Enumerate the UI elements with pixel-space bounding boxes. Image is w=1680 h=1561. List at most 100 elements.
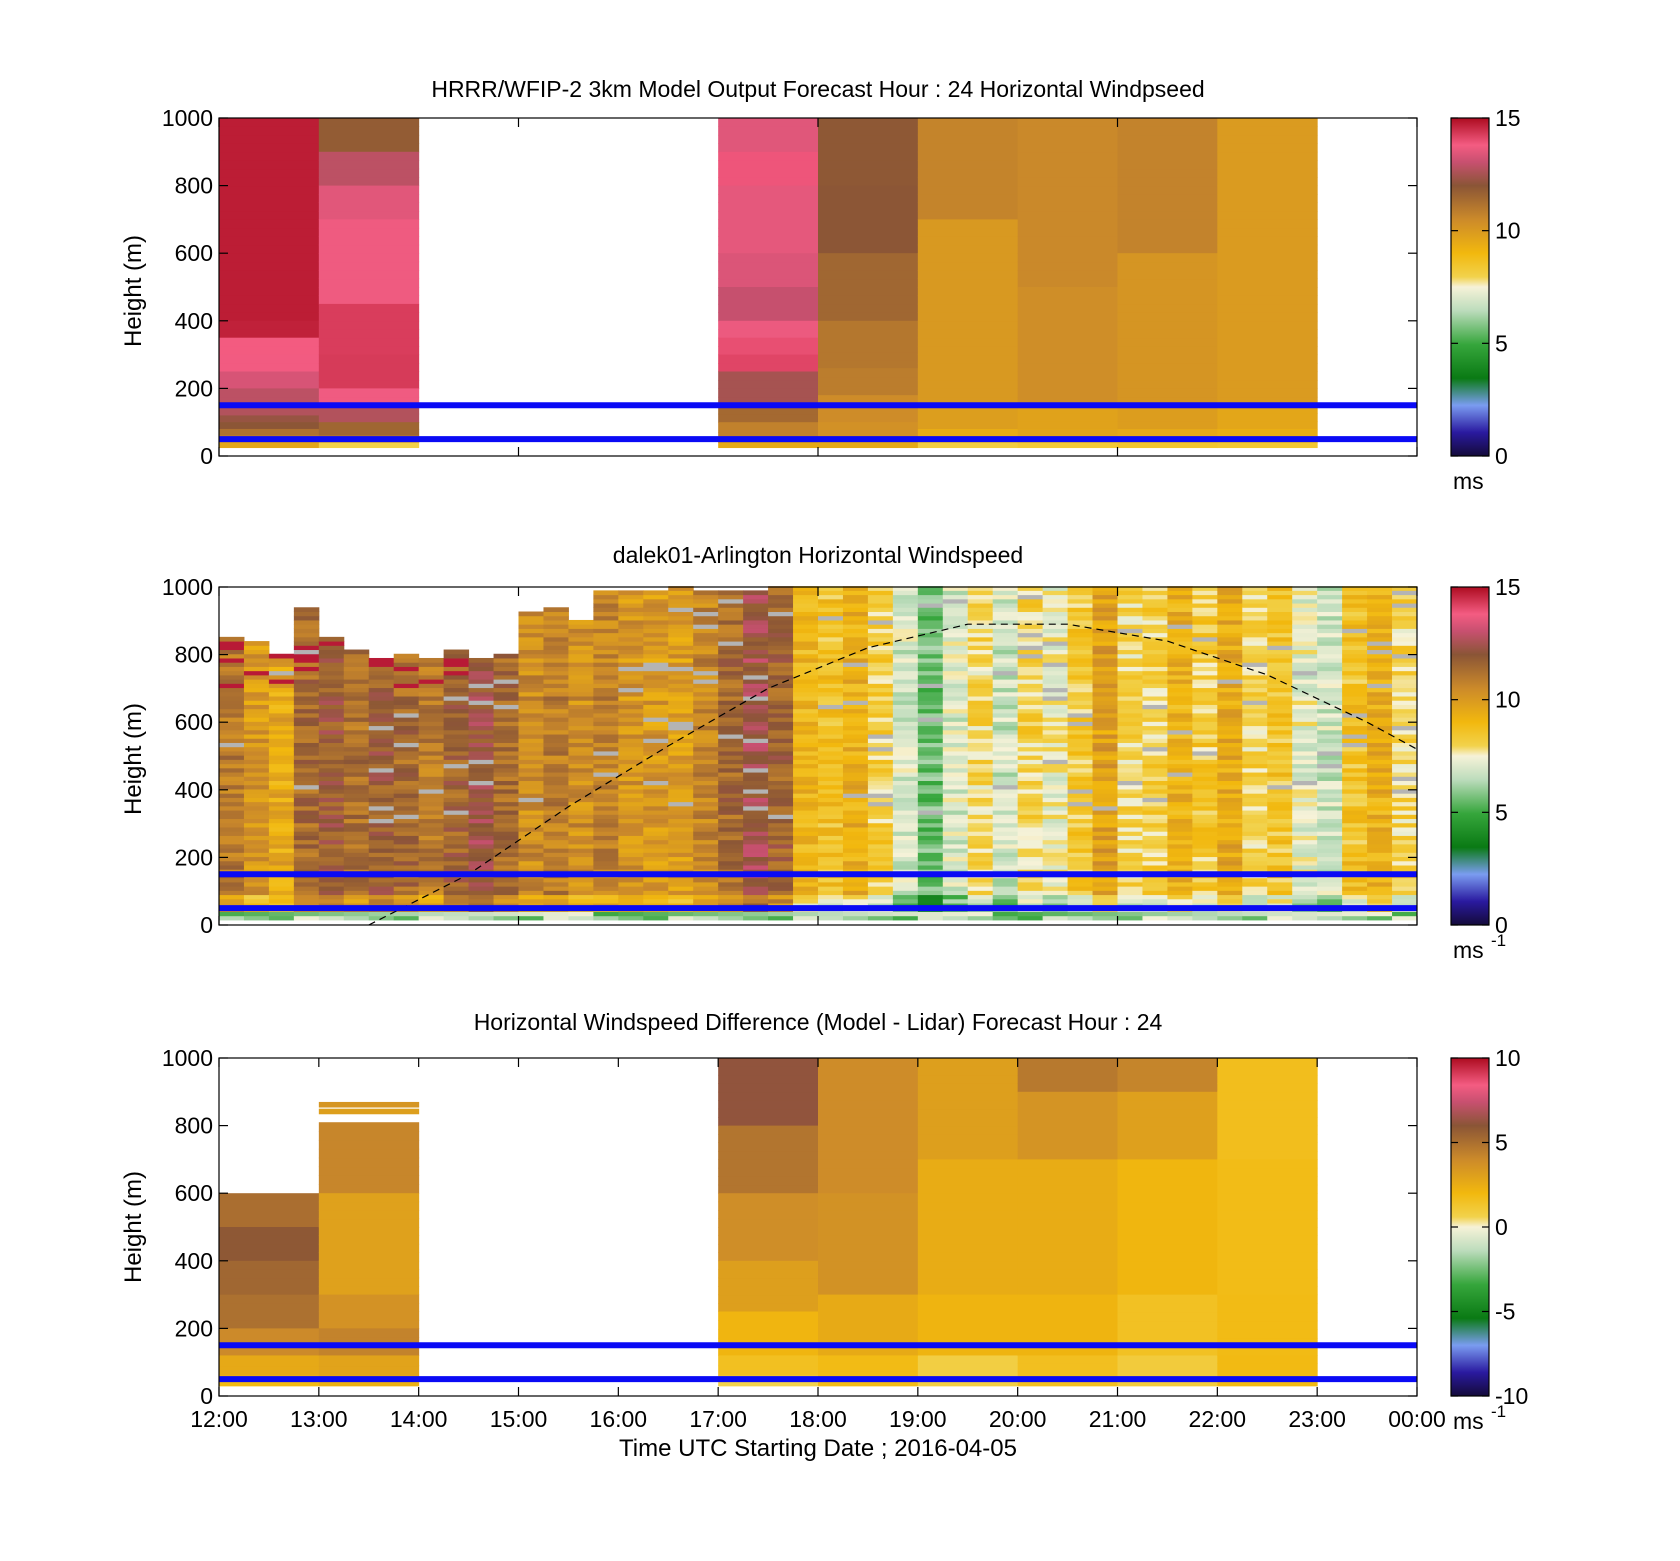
heatmap-cell [468,700,495,705]
heatmap-cell [1317,750,1343,756]
heatmap-cell [1017,759,1044,765]
heatmap-cell [493,767,519,773]
heatmap-cell [1042,797,1069,803]
heatmap-cell [1117,780,1143,786]
heatmap-cell [768,915,794,921]
heatmap-cell [593,763,619,769]
heatmap-cell [219,415,320,423]
heatmap-cell [443,865,470,870]
heatmap-cell [418,666,445,672]
heatmap-cell [593,649,619,655]
heatmap-cell [1117,337,1218,347]
heatmap-cell [1042,624,1069,629]
heatmap-cell [343,818,370,824]
heatmap-cell [568,624,594,629]
heatmap-cell [718,143,819,153]
heatmap-cell [842,691,869,697]
heatmap-cell [293,666,320,672]
heatmap-cell [618,734,644,739]
heatmap-cell [418,729,445,735]
heatmap-cell [1217,755,1243,760]
colorbar-unit-superscript: -1 [1491,931,1506,950]
heatmap-cell [1092,657,1118,663]
heatmap-cell [219,379,320,389]
heatmap-cell [1092,835,1118,841]
heatmap-cell [1017,826,1044,832]
heatmap-cell [1217,860,1243,866]
heatmap-cell [643,645,669,651]
heatmap-cell [1167,628,1193,634]
heatmap-cell [318,755,345,760]
heatmap-cell [668,590,694,596]
heatmap-cell [443,750,470,756]
heatmap-cell [418,831,445,836]
heatmap-cell [1042,881,1069,887]
heatmap-cell [892,590,919,596]
heatmap-cell [568,679,594,684]
heatmap-cell [917,253,1019,263]
heatmap-cell [818,118,919,127]
heatmap-cell [1217,236,1318,246]
heatmap-cell [1117,843,1143,849]
heatmap-cell [1167,805,1193,811]
heatmap-cell [1117,856,1143,862]
heatmap-cell [1317,894,1343,900]
heatmap-cell [268,742,295,748]
heatmap-cell [1117,1176,1218,1186]
heatmap-cell [718,852,744,858]
heatmap-cell [318,337,420,347]
heatmap-cell [1367,636,1393,642]
heatmap-cell [593,662,619,667]
heatmap-cell [393,674,420,680]
heatmap-cell [818,763,844,769]
heatmap-cell [268,801,295,807]
heatmap-cell [967,645,994,651]
heatmap-cell [1117,1346,1218,1356]
heatmap-cell [1342,877,1368,883]
heatmap-cell [668,822,694,828]
heatmap-cell [268,894,295,900]
heatmap-cell [1342,776,1368,782]
heatmap-cell [1117,848,1143,853]
heatmap-cell [1042,898,1069,904]
heatmap-cell [1267,856,1293,862]
heatmap-cell [942,814,969,820]
heatmap-cell [942,835,969,841]
heatmap-cell [743,763,769,769]
heatmap-cell [468,886,495,891]
heatmap-cell [1167,615,1193,621]
heatmap-cell [867,742,894,748]
heatmap-cell [668,767,694,773]
heatmap-cell [1017,738,1044,743]
heatmap-cell [518,624,544,629]
heatmap-cell [917,320,1019,330]
heatmap-cell [1117,831,1143,836]
heatmap-cell [543,725,569,731]
heatmap-cell [1117,894,1143,900]
heatmap-cell [368,877,395,883]
heatmap-cell [568,666,594,672]
heatmap-cell [643,619,669,625]
heatmap-cell [468,814,495,820]
heatmap-cell [668,763,694,769]
heatmap-cell [668,738,694,743]
colorbar-tick-label: -10 [1495,1383,1528,1409]
heatmap-cell [743,742,769,748]
heatmap-cell [867,898,894,904]
x-tick-label: 22:00 [1189,1406,1247,1432]
heatmap-cell [818,759,844,765]
heatmap-cell [718,346,819,356]
heatmap-cell [1067,822,1094,828]
heatmap-cell [1017,818,1044,824]
heatmap-cell [1117,704,1143,710]
heatmap-cell [243,831,270,836]
heatmap-cell [668,734,694,739]
heatmap-cell [1367,586,1393,591]
heatmap-cell [243,653,270,659]
heatmap-cell [568,712,594,718]
heatmap-cell [393,691,420,697]
heatmap-cell [618,721,644,727]
heatmap-cell [917,603,944,608]
heatmap-cell [618,712,644,718]
heatmap-cell [443,742,470,748]
